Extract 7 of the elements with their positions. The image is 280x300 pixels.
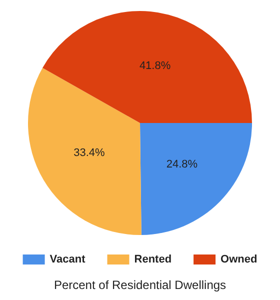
data-label: 24.8%	[166, 158, 198, 170]
text: Percent of Residential Dwellings	[54, 278, 226, 292]
data-label: 41.8%	[139, 60, 171, 72]
legend-label: Vacant	[50, 254, 86, 266]
data-label: 33.4%	[74, 147, 106, 160]
legend-label: Owned	[220, 254, 258, 266]
legend-label: Rented	[134, 254, 172, 266]
